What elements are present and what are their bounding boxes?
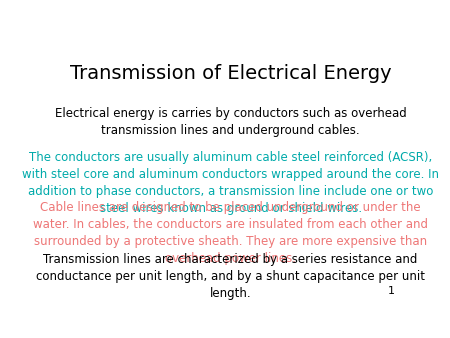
Text: Electrical energy is carries by conductors such as overhead
transmission lines a: Electrical energy is carries by conducto… <box>55 107 406 137</box>
Text: The conductors are usually aluminum cable steel reinforced (ACSR),
with steel co: The conductors are usually aluminum cabl… <box>22 151 439 215</box>
Text: 1: 1 <box>387 286 395 296</box>
Text: Transmission of Electrical Energy: Transmission of Electrical Energy <box>70 64 392 82</box>
Text: Transmission lines are characterized by a series resistance and
conductance per : Transmission lines are characterized by … <box>36 253 425 300</box>
Text: Cable lines are designed to be placed underground or under the
water. In cables,: Cable lines are designed to be placed un… <box>33 201 428 265</box>
